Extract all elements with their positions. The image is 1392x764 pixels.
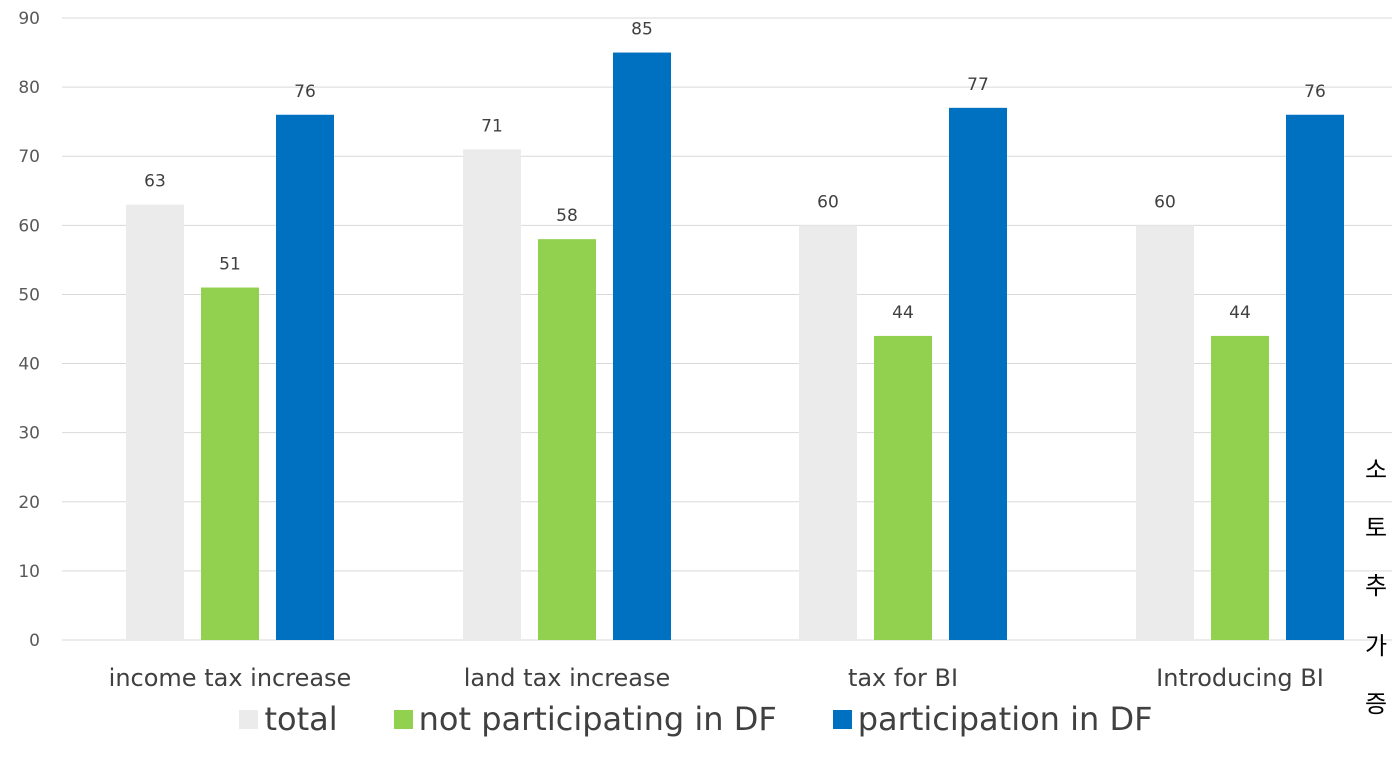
legend-item-not-participating: not participating in DF xyxy=(393,700,777,738)
data-label-3-2: 76 xyxy=(1304,82,1326,102)
x-tick-label-2: tax for BI xyxy=(848,664,958,692)
clipped-text-4: 가 xyxy=(1365,632,1388,660)
legend-swatch-participation xyxy=(832,709,852,729)
data-label-2-2: 77 xyxy=(967,75,989,95)
data-label-3-0: 60 xyxy=(1154,192,1176,212)
y-tick-label-90: 90 xyxy=(18,9,40,29)
y-tick-label-80: 80 xyxy=(18,78,40,98)
bar-3-2 xyxy=(1286,114,1344,640)
clipped-text-2: 토 xyxy=(1365,514,1388,542)
bar-chart: 0 10 20 30 40 50 60 70 80 90 63 51 76 income tax incr… xyxy=(18,9,1392,692)
legend-item-participation: participation in DF xyxy=(832,700,1153,738)
clipped-text-3: 추 xyxy=(1365,572,1388,600)
data-label-0-2: 76 xyxy=(294,82,316,102)
bar-2-1 xyxy=(874,335,932,640)
bar-3-1 xyxy=(1211,335,1269,640)
legend-swatch-not-participating xyxy=(393,709,413,729)
legend-item-total: total xyxy=(239,700,338,738)
clipped-text-5: 증 xyxy=(1365,690,1388,718)
bar-1-1 xyxy=(538,239,596,640)
y-tick-label-20: 20 xyxy=(18,493,40,513)
bar-2-2 xyxy=(949,107,1007,641)
legend: total not participating in DF participat… xyxy=(0,700,1392,738)
data-label-1-0: 71 xyxy=(481,116,503,136)
data-label-0-0: 63 xyxy=(144,172,166,192)
x-tick-label-3: Introducing BI xyxy=(1156,664,1324,692)
y-tick-label-0: 0 xyxy=(29,631,40,651)
y-tick-label-70: 70 xyxy=(18,147,40,167)
bar-2-0 xyxy=(799,225,857,641)
data-label-1-2: 85 xyxy=(631,20,653,40)
bar-1-0 xyxy=(463,149,521,641)
y-tick-label-50: 50 xyxy=(18,285,40,305)
bar-0-0 xyxy=(126,204,184,640)
bar-1-2 xyxy=(613,52,671,641)
data-label-1-1: 58 xyxy=(556,206,578,226)
legend-swatch-total xyxy=(239,709,259,729)
y-tick-label-40: 40 xyxy=(18,355,40,375)
y-tick-label-60: 60 xyxy=(18,216,40,236)
legend-label-total: total xyxy=(264,700,338,738)
clipped-text-1: 소 xyxy=(1365,456,1388,484)
x-tick-label-0: income tax increase xyxy=(109,664,352,692)
data-label-2-1: 44 xyxy=(892,303,914,323)
legend-label-not-participating: not participating in DF xyxy=(418,700,777,738)
bar-0-2 xyxy=(276,114,334,640)
data-label-0-1: 51 xyxy=(219,255,241,275)
x-tick-label-1: land tax increase xyxy=(464,664,671,692)
data-label-3-1: 44 xyxy=(1229,303,1251,323)
legend-label-participation: participation in DF xyxy=(857,700,1153,738)
y-tick-label-10: 10 xyxy=(18,562,40,582)
bar-0-1 xyxy=(201,287,259,640)
y-tick-label-30: 30 xyxy=(18,424,40,444)
bar-3-0 xyxy=(1136,225,1194,641)
data-label-2-0: 60 xyxy=(817,192,839,212)
